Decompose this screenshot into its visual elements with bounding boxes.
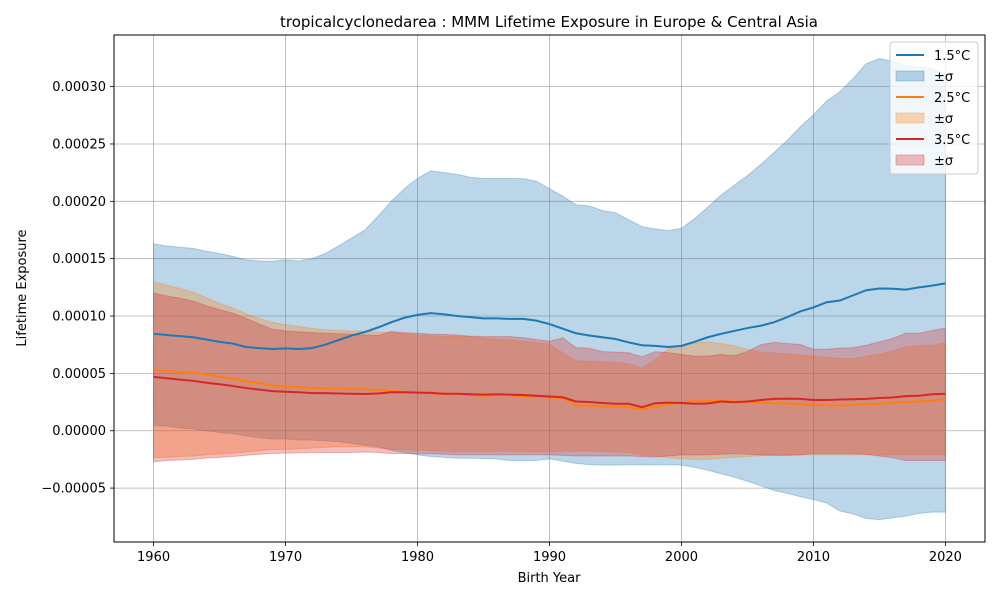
grid	[114, 35, 985, 542]
x-tick-label: 1990	[533, 550, 566, 565]
y-tick-label: 0.00030	[52, 80, 106, 95]
legend-label: ±σ	[934, 70, 953, 85]
y-axis-ticks: −0.00005 0.00000 0.00005 0.00010 0.00015 0.00…	[41, 80, 114, 497]
y-tick-label: 0.00015	[52, 252, 106, 267]
x-axis-ticks: 1960 1970 1980 1990 2000 2010 2020	[137, 542, 962, 565]
y-tick-label: −0.00005	[41, 482, 106, 497]
legend-band-swatch	[895, 70, 925, 82]
y-tick-label: 0.00020	[52, 195, 106, 210]
y-tick-label: 0.00000	[52, 424, 106, 439]
series-line-2	[153, 375, 946, 409]
x-axis-label: Birth Year	[518, 571, 582, 586]
x-tick-label: 2000	[665, 550, 698, 565]
y-axis-label: Lifetime Exposure	[15, 229, 30, 346]
y-tick-label: 0.00010	[52, 310, 106, 325]
x-tick-label: 1980	[401, 550, 434, 565]
band-0	[153, 57, 946, 521]
legend-label: ±σ	[934, 112, 953, 127]
legend-band-swatch	[895, 112, 925, 124]
x-tick-label: 1970	[269, 550, 302, 565]
legend-label: 2.5°C	[934, 91, 970, 106]
x-tick-label: 2020	[929, 550, 962, 565]
chart-title: tropicalcyclonedarea : MMM Lifetime Expo…	[280, 13, 818, 31]
lines	[153, 282, 946, 411]
x-tick-label: 1960	[137, 550, 170, 565]
y-tick-label: 0.00005	[52, 367, 106, 382]
y-tick-label: 0.00025	[52, 137, 106, 152]
x-tick-label: 2010	[797, 550, 830, 565]
legend-label: 3.5°C	[934, 133, 970, 148]
legend-box	[889, 41, 979, 175]
legend-band-swatch	[895, 154, 925, 166]
legend-label: 1.5°C	[934, 49, 970, 64]
legend: 1.5°C ±σ 2.5°C ±σ 3.5°C ±σ	[889, 41, 979, 175]
series-line-0	[153, 282, 946, 351]
legend-label: ±σ	[934, 154, 953, 169]
band-1	[153, 280, 946, 460]
